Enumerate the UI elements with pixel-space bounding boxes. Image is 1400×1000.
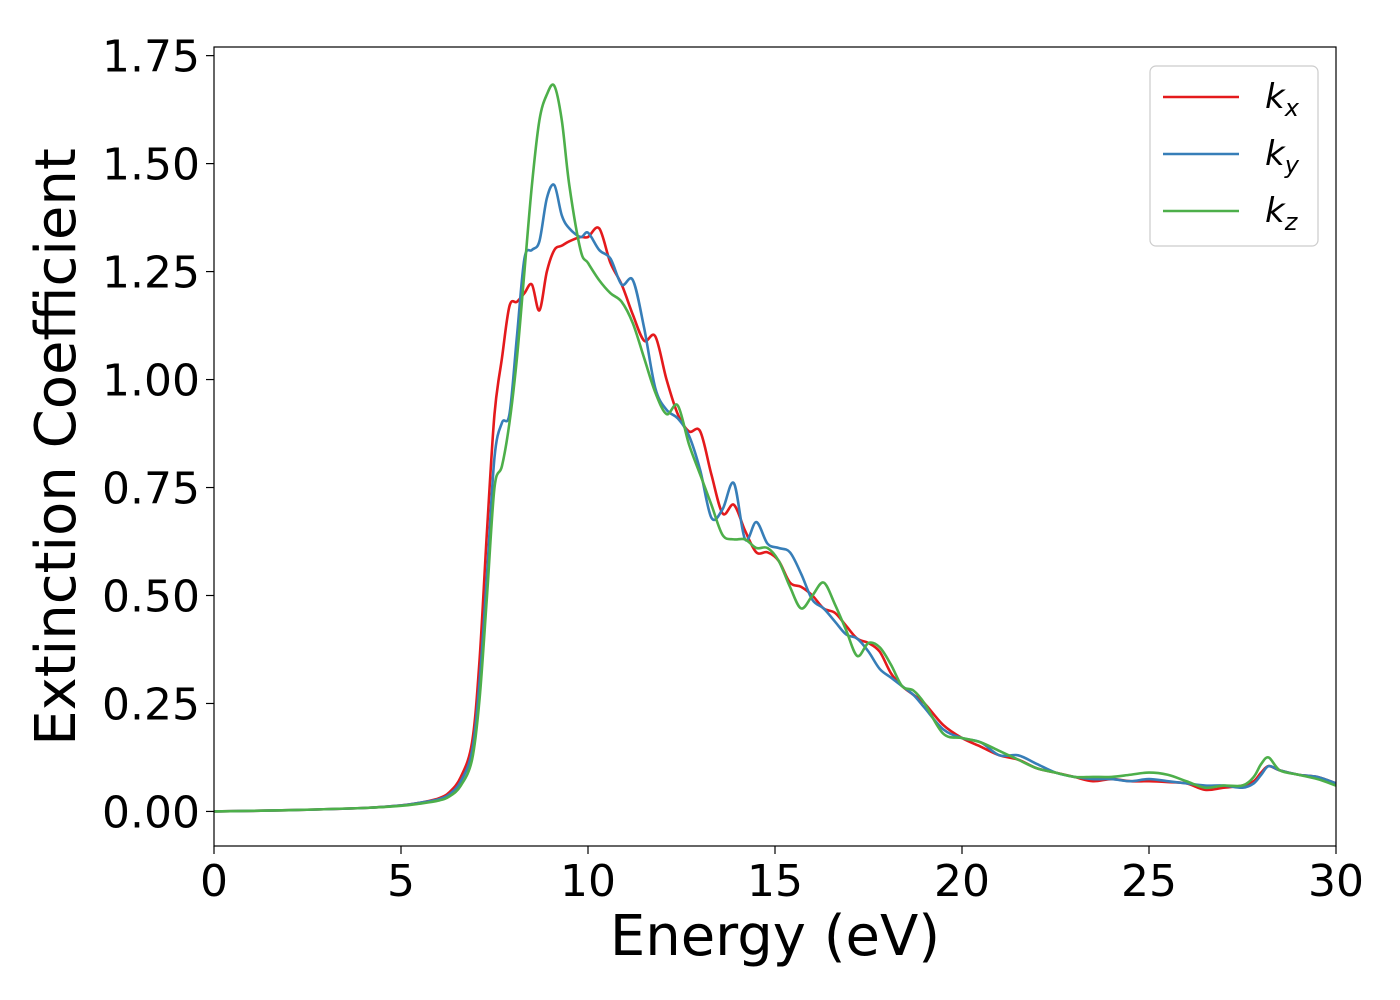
- y-tick-label: 0.25: [102, 679, 200, 730]
- series-line-ky: [213, 183, 1337, 813]
- x-tick-label: 10: [560, 856, 616, 907]
- x-axis: 0 5 10 15 20 25 30: [200, 846, 1364, 907]
- y-axis: 0.00 0.25 0.50 0.75 1.00 1.25 1.50 1.75: [102, 32, 214, 838]
- y-tick-label: 1.25: [102, 248, 200, 299]
- y-axis-label: Extinction Coefficient: [24, 148, 89, 746]
- x-tick-label: 15: [747, 856, 803, 907]
- y-tick-label: 0.75: [102, 464, 200, 515]
- x-tick-label: 25: [1121, 856, 1177, 907]
- x-tick-label: 0: [200, 856, 228, 907]
- x-tick-label: 20: [934, 856, 990, 907]
- y-tick-label: 0.50: [102, 572, 200, 623]
- y-tick-label: 0.00: [102, 787, 200, 838]
- y-tick-label: 1.50: [102, 140, 200, 191]
- x-tick-label: 5: [387, 856, 415, 907]
- series-line-kz: [213, 83, 1337, 813]
- series-lines: [213, 83, 1337, 813]
- legend-box: [1149, 65, 1319, 247]
- x-axis-label: Energy (eV): [610, 904, 940, 969]
- y-tick-label: 1.75: [102, 32, 200, 83]
- x-tick-label: 30: [1308, 856, 1364, 907]
- y-tick-label: 1.00: [102, 356, 200, 407]
